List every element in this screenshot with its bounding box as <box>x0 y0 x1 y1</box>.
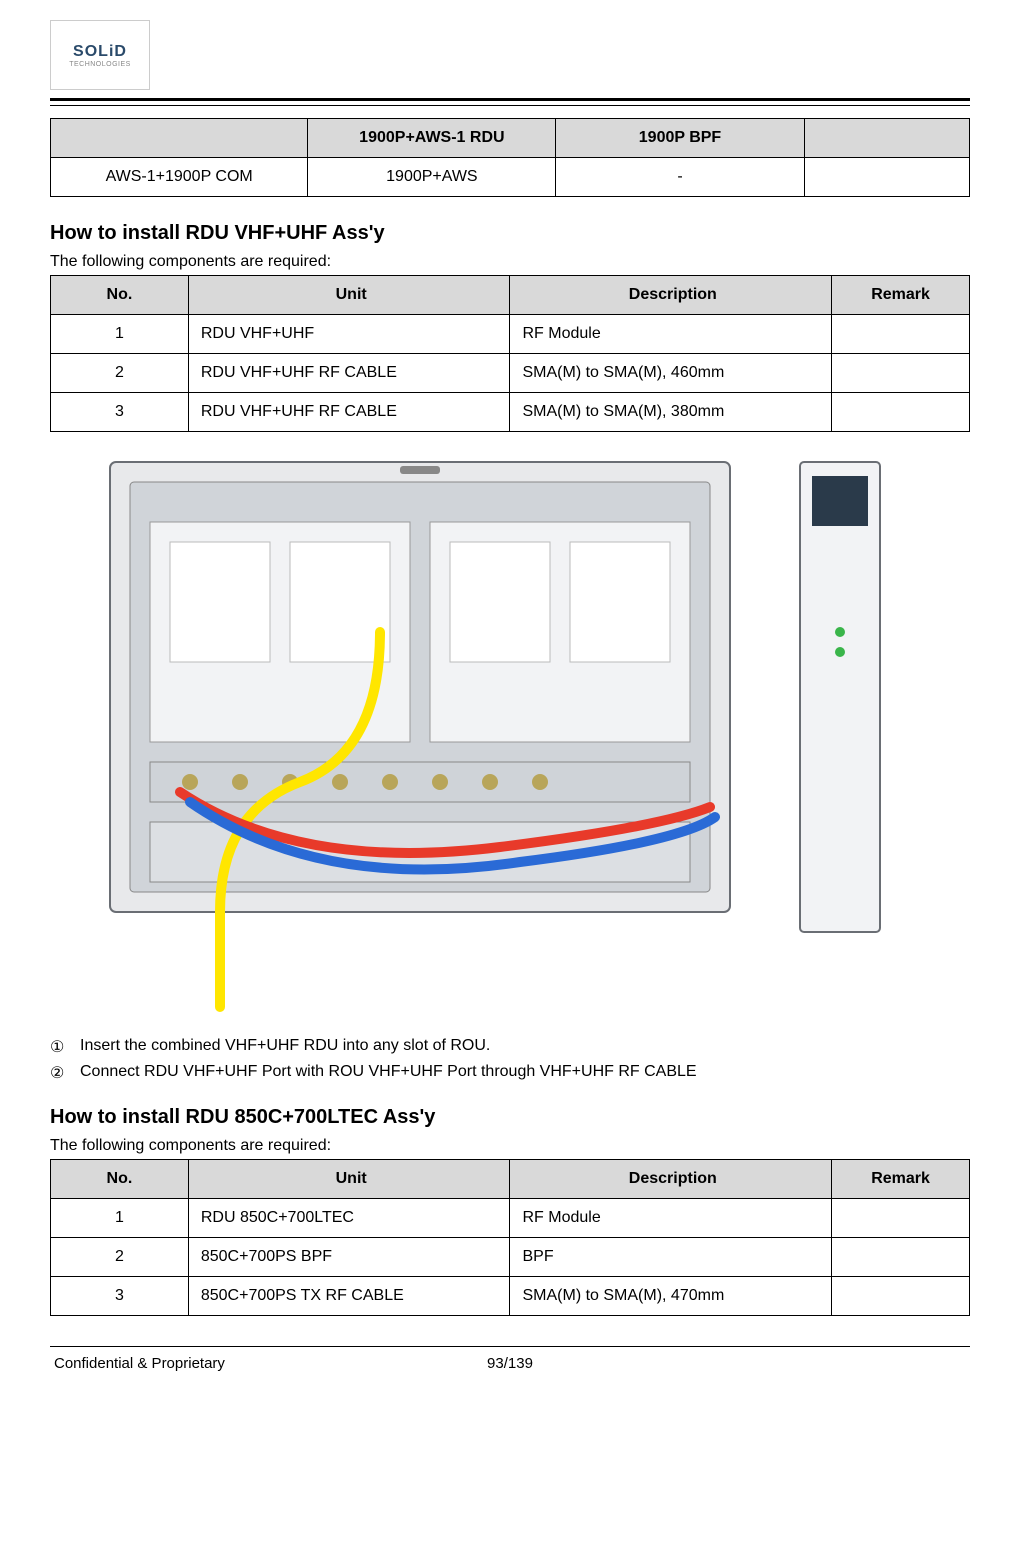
logo-container: SOLiD TECHNOLOGIES <box>50 20 970 90</box>
footer-left: Confidential & Proprietary <box>54 1355 225 1372</box>
s2-cell: RF Module <box>510 1199 832 1238</box>
instruction-item: ① Insert the combined VHF+UHF RDU into a… <box>50 1037 970 1055</box>
section2-intro: The following components are required: <box>50 1137 970 1155</box>
table-header-row: No. Unit Description Remark <box>51 276 970 315</box>
instruction-text-2: Connect RDU VHF+UHF Port with ROU VHF+UH… <box>80 1063 697 1080</box>
s1-cell: SMA(M) to SMA(M), 380mm <box>510 393 832 432</box>
top-table-header-3 <box>804 119 969 158</box>
footer: Confidential & Proprietary 93/139 <box>50 1355 970 1372</box>
top-table: 1900P+AWS-1 RDU 1900P BPF AWS-1+1900P CO… <box>50 118 970 197</box>
s1-cell: RDU VHF+UHF RF CABLE <box>188 354 510 393</box>
instruction-item: ② Connect RDU VHF+UHF Port with ROU VHF+… <box>50 1063 970 1081</box>
s1-cell: RDU VHF+UHF <box>188 315 510 354</box>
s2-cell: RDU 850C+700LTEC <box>188 1199 510 1238</box>
top-table-cell: - <box>556 158 804 197</box>
top-table-cell <box>804 158 969 197</box>
s1-cell: 3 <box>51 393 189 432</box>
s2-th-desc: Description <box>510 1160 832 1199</box>
logo: SOLiD TECHNOLOGIES <box>50 20 150 90</box>
rdu-figure-svg <box>100 452 920 1012</box>
s2-cell: 850C+700PS TX RF CABLE <box>188 1277 510 1316</box>
table-row: 3 850C+700PS TX RF CABLE SMA(M) to SMA(M… <box>51 1277 970 1316</box>
s2-cell <box>832 1199 970 1238</box>
s2-cell: SMA(M) to SMA(M), 470mm <box>510 1277 832 1316</box>
s1-cell: SMA(M) to SMA(M), 460mm <box>510 354 832 393</box>
logo-sub-text: TECHNOLOGIES <box>69 61 131 68</box>
s2-cell: 2 <box>51 1238 189 1277</box>
table-row: 2 RDU VHF+UHF RF CABLE SMA(M) to SMA(M),… <box>51 354 970 393</box>
top-table-cell: 1900P+AWS <box>308 158 556 197</box>
instruction-text-1: Insert the combined VHF+UHF RDU into any… <box>80 1037 490 1054</box>
s1-th-desc: Description <box>510 276 832 315</box>
s1-cell: RF Module <box>510 315 832 354</box>
s2-th-unit: Unit <box>188 1160 510 1199</box>
header-rule-thick <box>50 98 970 101</box>
footer-page-number: 93/139 <box>487 1355 533 1372</box>
s2-th-no: No. <box>51 1160 189 1199</box>
s1-th-remark: Remark <box>832 276 970 315</box>
s2-th-remark: Remark <box>832 1160 970 1199</box>
top-table-header-0 <box>51 119 308 158</box>
header-rule-thin <box>50 105 970 106</box>
top-table-header-2: 1900P BPF <box>556 119 804 158</box>
s1-th-unit: Unit <box>188 276 510 315</box>
s2-cell <box>832 1238 970 1277</box>
table-row: 1 RDU 850C+700LTEC RF Module <box>51 1199 970 1238</box>
circled-number-2: ② <box>50 1063 64 1083</box>
top-table-header-1: 1900P+AWS-1 RDU <box>308 119 556 158</box>
s1-th-no: No. <box>51 276 189 315</box>
table-row: 3 RDU VHF+UHF RF CABLE SMA(M) to SMA(M),… <box>51 393 970 432</box>
section1-table: No. Unit Description Remark 1 RDU VHF+UH… <box>50 275 970 432</box>
s2-cell: 1 <box>51 1199 189 1238</box>
s1-cell <box>832 315 970 354</box>
s2-cell <box>832 1277 970 1316</box>
table-row: AWS-1+1900P COM 1900P+AWS - <box>51 158 970 197</box>
table-row: 1 RDU VHF+UHF RF Module <box>51 315 970 354</box>
s1-cell: RDU VHF+UHF RF CABLE <box>188 393 510 432</box>
footer-rule <box>50 1346 970 1347</box>
s1-cell <box>832 354 970 393</box>
s2-cell: 850C+700PS BPF <box>188 1238 510 1277</box>
s1-cell: 1 <box>51 315 189 354</box>
circled-number-1: ① <box>50 1037 64 1057</box>
instruction-list: ① Insert the combined VHF+UHF RDU into a… <box>50 1037 970 1081</box>
table-header-row: 1900P+AWS-1 RDU 1900P BPF <box>51 119 970 158</box>
table-row: 2 850C+700PS BPF BPF <box>51 1238 970 1277</box>
rdu-install-figure <box>100 452 920 1012</box>
section1-intro: The following components are required: <box>50 253 970 271</box>
s2-cell: BPF <box>510 1238 832 1277</box>
logo-main-text: SOLiD <box>73 43 127 61</box>
section2-table: No. Unit Description Remark 1 RDU 850C+7… <box>50 1159 970 1316</box>
table-header-row: No. Unit Description Remark <box>51 1160 970 1199</box>
section2-heading: How to install RDU 850C+700LTEC Ass'y <box>50 1106 970 1129</box>
s1-cell: 2 <box>51 354 189 393</box>
s2-cell: 3 <box>51 1277 189 1316</box>
top-table-cell: AWS-1+1900P COM <box>51 158 308 197</box>
section1-heading: How to install RDU VHF+UHF Ass'y <box>50 222 970 245</box>
s1-cell <box>832 393 970 432</box>
